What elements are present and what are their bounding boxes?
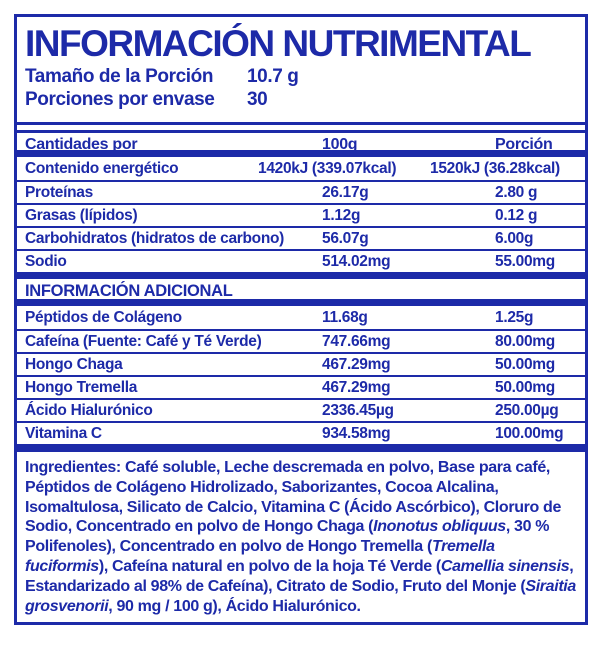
serving-size-label: Tamaño de la Porción [25,66,214,87]
nutrient-per-portion-value: 50.00mg [495,355,555,373]
nutrient-row: Cafeína (Fuente: Café y Té Verde) 747.66m… [17,329,585,352]
additional-info-header: INFORMACIÓN ADICIONAL [17,279,585,306]
ingredient-scientific-name: Siraitia grosvenorii [25,577,576,615]
nutrient-name: Hongo Chaga [25,355,123,373]
nutrient-per-100g-value: 467.29mg [322,378,391,396]
ingredients-text: , 90 mg / 100 g), Ácido Hialurónico. [108,597,361,615]
nutrient-name: Vitamina C [25,424,102,442]
nutrition-label: INFORMACIÓN NUTRIMENTAL Tamaño de la Por… [14,14,588,626]
nutrient-row: Hongo Tremella 467.29mg 50.00mg [17,375,585,398]
amounts-label: Cantidades por [25,136,138,153]
nutrient-name: Sodio [25,252,67,270]
main-nutrition-table: Contenido energético 1420kJ (339.07kcal) 1… [17,157,585,279]
ingredients-section: Ingredientes: Café soluble, Leche descre… [17,452,585,622]
nutrient-name: Cafeína (Fuente: Café y Té Verde) [25,332,262,350]
nutrient-per-portion-value: 80.00mg [495,332,555,350]
nutrient-name: Péptidos de Colágeno [25,308,182,326]
ingredients-text: ), Cafeína natural en polvo de la hoja T… [98,557,441,575]
nutrient-per-portion-value: 55.00mg [495,252,555,270]
servings-per-container-value: 30 [247,89,268,110]
per-portion-column-header: Porción [495,136,553,153]
nutrient-name: Contenido energético [25,159,179,177]
ingredients-text: , 30 % Polifenoles), Concentrado en polv… [25,518,550,556]
additional-info-header-label: INFORMACIÓN ADICIONAL [25,282,233,300]
nutrient-per-100g-value: 56.07g [322,229,369,247]
label-title: INFORMACIÓN NUTRIMENTAL [25,23,532,64]
additional-info-table: Péptidos de Colágeno 11.68g 1.25g Cafeína (… [17,306,585,452]
ingredient-scientific-name: Camellia sinensis [440,557,570,575]
nutrient-name: Hongo Tremella [25,378,138,396]
serving-size-row: Tamaño de la Porción 10.7 g [25,66,577,89]
nutrient-row: Péptidos de Colágeno 11.68g 1.25g [17,306,585,329]
nutrient-row: Carbohidratos (hidratos de carbono) 56.07… [17,226,585,249]
nutrient-name: Ácido Hialurónico [25,401,153,419]
nutrient-row: Hongo Chaga 467.29mg 50.00mg [17,352,585,375]
label-header-section: INFORMACIÓN NUTRIMENTAL Tamaño de la Por… [17,17,585,125]
nutrient-row: Proteínas 26.17g 2.80 g [17,180,585,203]
nutrient-per-portion-value: 50.00mg [495,378,555,396]
nutrient-name: Grasas (lípidos) [25,206,138,224]
servings-per-container-label: Porciones por envase [25,89,215,110]
ingredients-text: Ingredientes: Café soluble, Leche descre… [25,459,561,536]
nutrient-per-100g-value: 467.29mg [322,355,391,373]
nutrient-per-100g-value: 514.02mg [322,252,391,270]
nutrient-name: Proteínas [25,183,93,201]
per-100g-column-header: 100g [322,136,358,153]
nutrient-per-100g-value: 934.58mg [322,424,391,442]
ingredients-text: , Estandarizado al 98% de Cafeína), Citr… [25,557,574,595]
serving-size-value: 10.7 g [247,66,299,87]
nutrient-row: Ácido Hialurónico 2336.45µg 250.00µg [17,398,585,421]
amounts-column-header-row: Cantidades por 100g Porción [17,130,585,157]
nutrient-per-100g-value: 1420kJ (339.07kcal) [258,159,397,177]
nutrient-per-portion-value: 1520kJ (36.28kcal) [430,159,560,177]
nutrient-per-portion-value: 2.80 g [495,183,538,201]
nutrient-per-100g-value: 26.17g [322,183,369,201]
ingredient-scientific-name: Tremella fuciformis [25,538,495,575]
servings-per-container-row: Porciones por envase 30 [25,89,577,112]
nutrient-per-100g-value: 1.12g [322,206,361,224]
nutrient-per-portion-value: 250.00µg [495,401,559,419]
nutrient-per-portion-value: 100.00mg [495,424,564,442]
nutrient-per-100g-value: 11.68g [322,308,368,326]
nutrient-per-portion-value: 6.00g [495,229,534,247]
nutrient-per-portion-value: 1.25g [495,308,534,326]
nutrient-row: Grasas (lípidos) 1.12g 0.12 g [17,203,585,226]
nutrient-per-100g-value: 747.66mg [322,332,391,350]
nutrient-row: Vitamina C 934.58mg 100.00mg [17,421,585,444]
nutrient-per-portion-value: 0.12 g [495,206,538,224]
ingredient-scientific-name: Inonotus obliquus [373,518,506,536]
nutrient-name: Carbohidratos (hidratos de carbono) [25,229,285,247]
nutrient-row: Sodio 514.02mg 55.00mg [17,249,585,272]
nutrient-row: Contenido energético 1420kJ (339.07kcal) 1… [17,157,585,180]
nutrient-per-100g-value: 2336.45µg [322,401,394,419]
